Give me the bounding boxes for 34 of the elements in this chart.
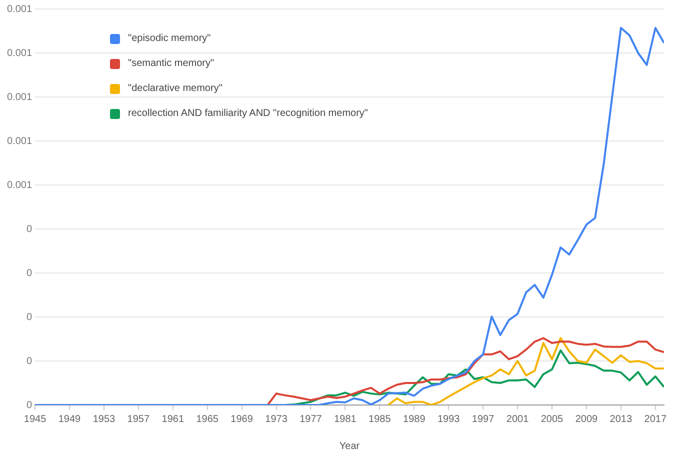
y-tick-label: 0: [26, 268, 32, 279]
x-tick-label: 1949: [58, 414, 82, 425]
y-tick-label: 0: [26, 312, 32, 323]
x-tick-label: 2017: [644, 414, 667, 425]
x-tick-label: 1997: [472, 414, 495, 425]
x-tick-label: 2005: [540, 414, 564, 425]
x-tick-label: 1961: [162, 414, 184, 425]
legend-label: "semantic memory": [128, 58, 214, 69]
x-tick-label: 1945: [24, 414, 47, 425]
y-tick-label: 0: [26, 400, 32, 411]
y-tick-label: 0.001: [6, 136, 32, 147]
x-tick-label: 2013: [610, 414, 632, 425]
x-tick-label: 1965: [196, 414, 219, 425]
x-tick-label: 2001: [506, 414, 530, 425]
x-tick-label: 1953: [92, 414, 116, 425]
x-tick-label: 1981: [334, 414, 357, 425]
x-tick-label: 1973: [265, 414, 288, 425]
y-tick-label: 0: [26, 356, 32, 367]
legend-label: "declarative memory": [128, 83, 222, 94]
x-tick-label: 1993: [437, 414, 460, 425]
x-tick-label: 1957: [127, 414, 150, 425]
y-tick-label: 0: [26, 224, 32, 235]
y-tick-label: 0.001: [6, 48, 32, 59]
legend-label: recollection AND familiarity AND "recognition memory": [128, 108, 368, 119]
x-tick-label: 2009: [575, 414, 598, 425]
legend-label: "episodic memory": [128, 33, 211, 44]
x-axis-title: Year: [339, 440, 360, 452]
x-tick-label: 1977: [300, 414, 322, 425]
y-tick-label: 0.001: [6, 180, 32, 191]
x-tick-label: 1989: [403, 414, 426, 425]
x-tick-label: 1969: [230, 414, 254, 425]
y-tick-label: 0.001: [6, 92, 32, 103]
x-tick-label: 1985: [368, 414, 392, 425]
y-tick-label: 0.001: [6, 4, 32, 15]
